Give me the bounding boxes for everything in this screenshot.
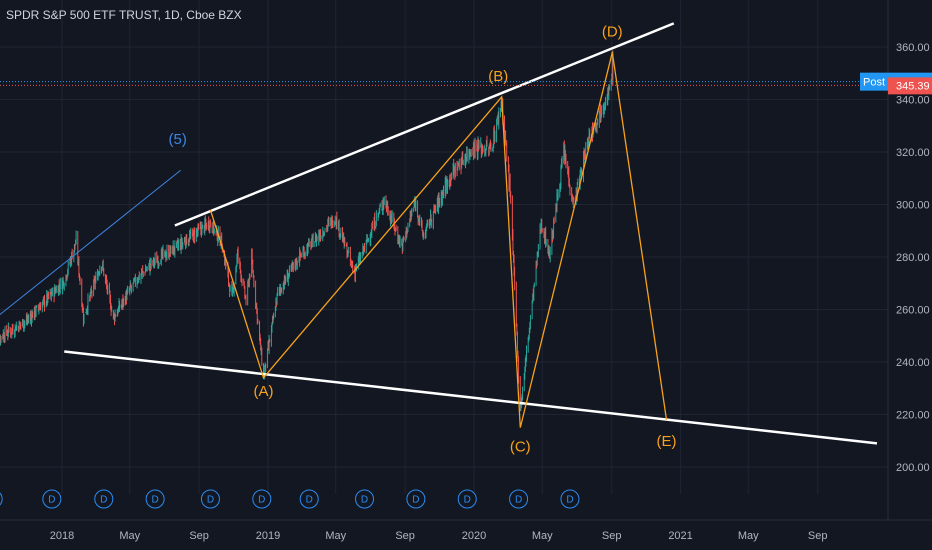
chart-grid (0, 0, 888, 494)
wave-label: (C) (510, 438, 531, 455)
time-tick-label: May (532, 530, 553, 542)
dividend-marker (252, 489, 272, 509)
price-lines (0, 81, 888, 86)
price-tick-label: 280.00 (896, 252, 930, 264)
trendline-lower (64, 350, 878, 445)
wave-labels: (A) (B) (C) (D) (E) (253, 24, 676, 456)
elliott-wave-path (209, 52, 668, 428)
trendline-upper (174, 22, 675, 227)
price-tick-label: 360.00 (896, 42, 930, 54)
dividend-label: D (258, 495, 265, 506)
dividend-marker (42, 489, 62, 509)
dividend-marker (560, 489, 580, 509)
post-badge-label: Post (863, 77, 885, 89)
dividend-label: D (306, 495, 313, 506)
wave-label: (E) (656, 433, 676, 450)
wave-5-annotation: (5) (0, 131, 187, 316)
candlestick-series (0, 50, 614, 412)
dividend-label: D (412, 495, 419, 506)
trendlines (64, 22, 878, 445)
time-tick-label: 2018 (50, 530, 74, 542)
dividend-marker (299, 489, 319, 509)
wave-label: (B) (488, 68, 508, 85)
price-tick-label: 260.00 (896, 305, 930, 317)
dividend-marker (0, 492, 3, 506)
time-tick-label: May (119, 530, 140, 542)
dividend-marker (457, 489, 477, 509)
time-tick-label: May (738, 530, 759, 542)
time-tick-label: Sep (189, 530, 209, 542)
time-tick-label: May (325, 530, 346, 542)
wave-5-label: (5) (169, 131, 187, 148)
time-tick-label: Sep (602, 530, 622, 542)
dividend-label: D (515, 495, 522, 506)
price-tick-label: 240.00 (896, 357, 930, 369)
price-tick-label: 320.00 (896, 147, 930, 159)
dividend-marker (406, 489, 426, 509)
dividend-marker (355, 489, 375, 509)
dividend-label: D (566, 495, 573, 506)
dividend-label: D (100, 495, 107, 506)
price-axis: 360.00 340.00 320.00 300.00 280.00 260.00 240.… (860, 0, 932, 550)
wave-5-line (0, 169, 181, 316)
time-tick-label: Sep (808, 530, 828, 542)
dividend-label: D (464, 495, 471, 506)
wave-path-line (209, 52, 668, 428)
price-tick-label: 340.00 (896, 95, 930, 107)
dividend-marker (94, 489, 114, 509)
last-price-value: 345.39 (896, 80, 930, 92)
price-tick-label: 200.00 (896, 462, 930, 474)
time-tick-label: 2019 (256, 530, 280, 542)
dividend-markers: DDDDDDDDDDDD (0, 489, 580, 509)
time-axis: 2018 May Sep 2019 May Sep 2020 May Sep 2021 May Sep (0, 519, 932, 550)
wave-label: (D) (602, 24, 623, 41)
dividend-label: D (48, 495, 55, 506)
dividend-marker (145, 489, 165, 509)
price-tick-label: 220.00 (896, 410, 930, 422)
dividend-label: D (152, 495, 159, 506)
wave-label: (A) (253, 383, 273, 400)
dividend-label: D (361, 495, 368, 506)
time-tick-label: 2021 (668, 530, 692, 542)
post-badge (860, 72, 888, 91)
time-axis-bg (0, 520, 932, 550)
time-tick-label: Sep (395, 530, 415, 542)
dividend-marker (200, 489, 220, 509)
chart-title: SPDR S&P 500 ETF TRUST, 1D, Cboe BZX (6, 8, 242, 22)
dividend-marker (509, 489, 529, 509)
price-tick-label: 300.00 (896, 200, 930, 212)
time-tick-label: 2020 (462, 530, 486, 542)
dividend-label: D (207, 495, 214, 506)
last-price-badge (888, 77, 932, 95)
